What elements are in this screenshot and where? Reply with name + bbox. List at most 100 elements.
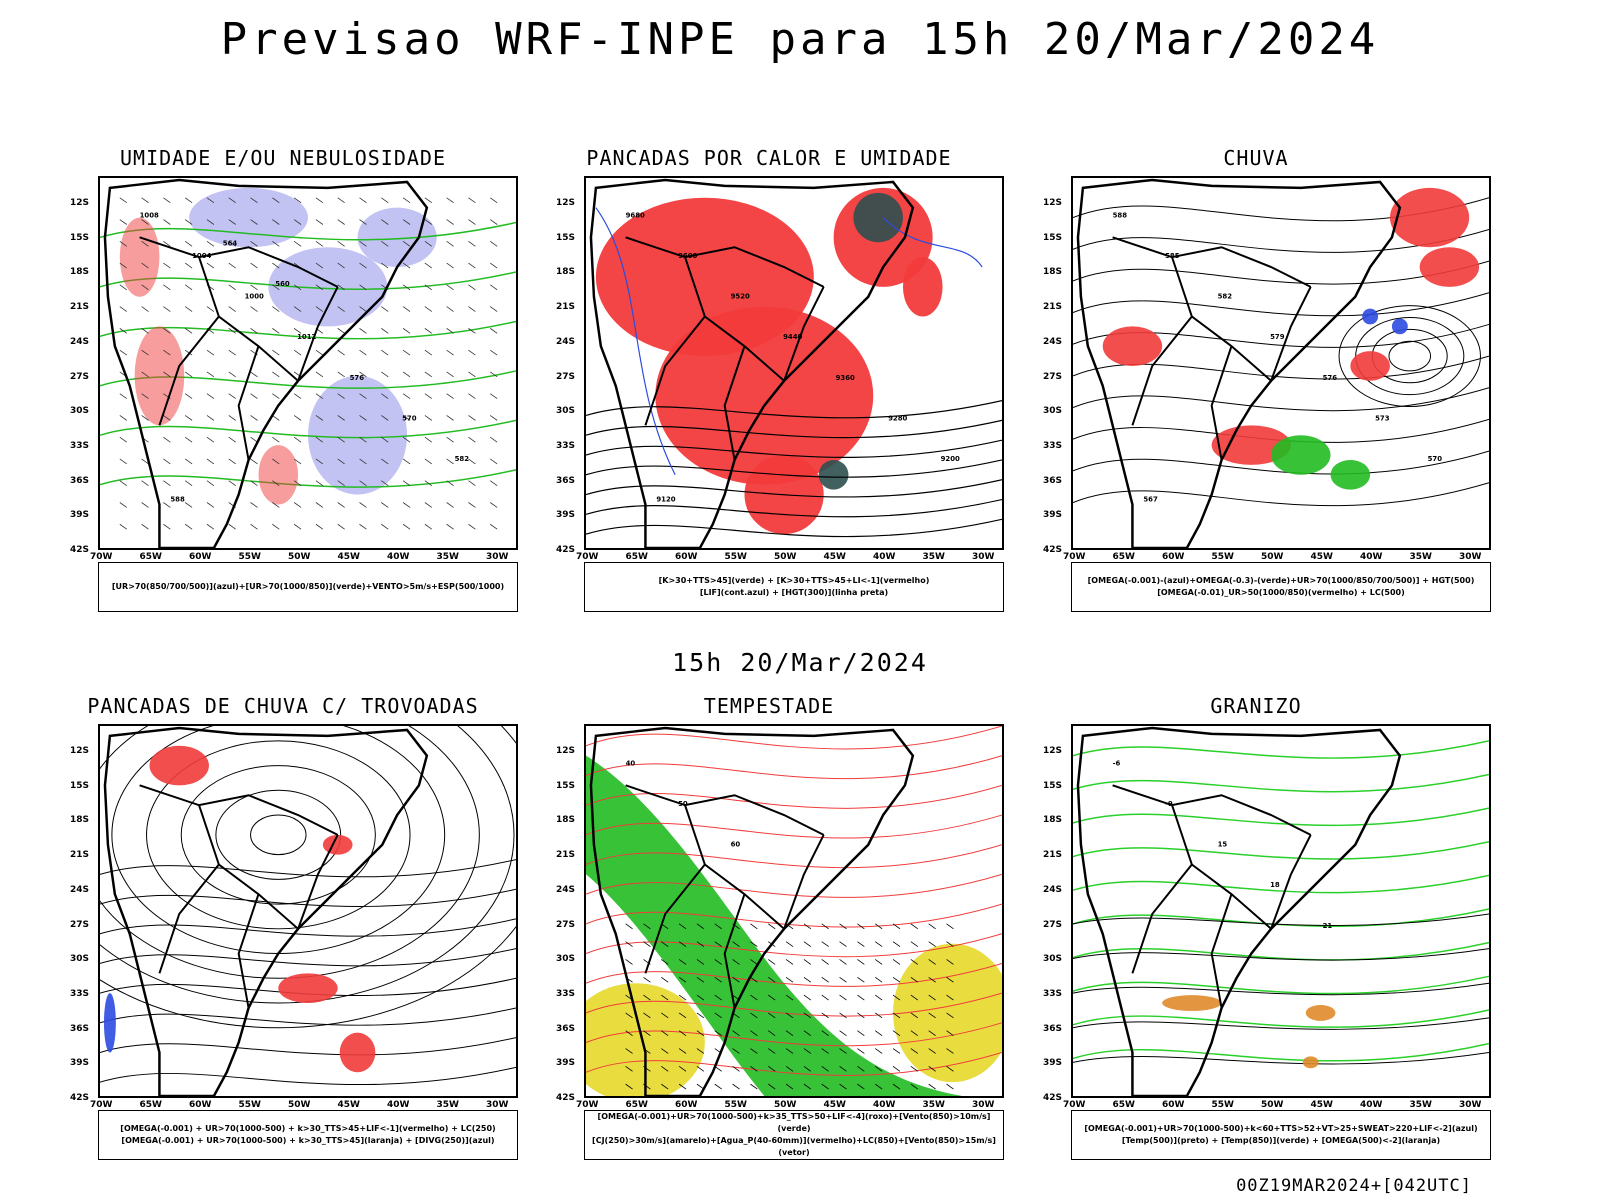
contour-label: 9120 xyxy=(656,496,675,504)
lat-tick-label: 18S xyxy=(1043,267,1063,278)
contour-label: 9360 xyxy=(836,374,855,382)
lon-tick-label: 60W xyxy=(189,552,212,562)
lon-tick-label: 50W xyxy=(1261,1100,1284,1110)
lon-tick-label: 55W xyxy=(724,552,747,562)
lon-tick-label: 50W xyxy=(774,552,797,562)
contour-label: 579 xyxy=(1270,333,1285,341)
lat-tick-label: 27S xyxy=(556,371,576,382)
lat-tick-label: 39S xyxy=(70,1058,90,1069)
lat-tick-label: 42S xyxy=(556,1093,576,1103)
lat-tick-label: 12S xyxy=(1043,746,1063,756)
map-panel: PANCADAS DE CHUVA C/ TROVOADAS 12S 15S 18S… xyxy=(48,694,518,1194)
lat-tick-label: 39S xyxy=(1043,510,1063,521)
lat-tick-label: 15S xyxy=(70,780,90,791)
lon-tick-label: 30W xyxy=(972,1100,995,1110)
lat-tick-label: 27S xyxy=(556,919,576,930)
coastline xyxy=(103,726,429,1096)
map-panel: CHUVA 588 585 582 579 576 573 570 567 12S 15S 18S… xyxy=(1021,146,1491,646)
legend-line: [LIF](cont.azul) + [HGT(300)](linha pret… xyxy=(699,588,889,597)
contour-label: 60 xyxy=(731,841,741,849)
contour-label: 1008 xyxy=(140,212,159,220)
lat-tick-label: 12S xyxy=(70,746,90,756)
lon-tick-label: 40W xyxy=(387,552,410,562)
lat-tick-label: 18S xyxy=(556,815,576,826)
page-subtitle: 15h 20/Mar/2024 xyxy=(672,648,928,677)
lat-tick-label: 21S xyxy=(556,850,576,861)
legend-line: [OMEGA(-0.001) + UR>70(1000-500) + k>30_… xyxy=(120,1124,496,1133)
lat-tick-label: 33S xyxy=(556,988,576,999)
lon-tick-label: 40W xyxy=(1360,1100,1383,1110)
lon-tick-label: 70W xyxy=(1063,1100,1086,1110)
lon-tick-label: 40W xyxy=(873,552,896,562)
run-timestamp: 00Z19MAR2024+[042UTC] xyxy=(1236,1176,1472,1196)
legend-line: [K>30+TTS>45](verde) + [K>30+TTS>45+LI<-… xyxy=(658,576,930,585)
lat-tick-label: 33S xyxy=(1043,440,1063,451)
contour-label: 576 xyxy=(350,374,365,382)
coastline xyxy=(589,178,915,548)
lat-tick-label: 15S xyxy=(70,232,90,243)
lon-tick-label: 70W xyxy=(90,552,113,562)
legend-line: [OMEGA(-0.01)_UR>50(1000/850)(vermelho) … xyxy=(1157,588,1405,597)
lon-tick-label: 55W xyxy=(238,1100,261,1110)
lat-tick-label: 30S xyxy=(556,406,576,417)
lat-tick-label: 30S xyxy=(1043,954,1063,965)
lon-tick-label: 60W xyxy=(675,552,698,562)
lat-tick-label: 12S xyxy=(556,198,576,208)
lat-tick-label: 24S xyxy=(556,884,576,895)
map-panel: TEMPESTADE 40 50 60 12S 15S 18S 21S 24S 27S 30S 3… xyxy=(534,694,1004,1194)
lat-tick-label: 18S xyxy=(70,267,90,278)
lon-tick-label: 70W xyxy=(1063,552,1086,562)
contour-label: 570 xyxy=(1428,455,1443,463)
lon-tick-label: 60W xyxy=(1162,552,1185,562)
lon-tick-label: 65W xyxy=(625,552,648,562)
contour-label: -6 xyxy=(1113,760,1121,768)
lat-tick-label: 15S xyxy=(1043,232,1063,243)
map-graphics: 1008 1004 1000 1012 576 570 582 588 564 560 xyxy=(100,178,516,548)
contour-label: 9600 xyxy=(678,252,697,260)
lon-tick-label: 45W xyxy=(1310,552,1333,562)
lat-tick-label: 36S xyxy=(70,475,90,486)
lon-tick-label: 70W xyxy=(576,552,599,562)
lat-tick-label: 33S xyxy=(70,988,90,999)
lat-tick-label: 18S xyxy=(1043,815,1063,826)
lon-tick-label: 35W xyxy=(436,552,459,562)
map-graphics: -6 -9 15 18 21 xyxy=(1073,726,1489,1096)
lon-tick-label: 35W xyxy=(922,552,945,562)
map-graphics xyxy=(100,726,516,1096)
lon-tick-label: 65W xyxy=(139,1100,162,1110)
contour-label: 9520 xyxy=(731,293,750,301)
country-borders xyxy=(625,784,825,1009)
lon-tick-label: 45W xyxy=(823,1100,846,1110)
lat-tick-label: 36S xyxy=(1043,475,1063,486)
lon-tick-label: 30W xyxy=(486,1100,509,1110)
lat-tick-label: 12S xyxy=(556,746,576,756)
panel-title: GRANIZO xyxy=(1210,694,1302,718)
panel-legend: [OMEGA(-0.001)+UR>70(1000-500)+k<60+TTS>… xyxy=(1071,1110,1491,1160)
lat-tick-label: 24S xyxy=(70,336,90,347)
lat-tick-label: 24S xyxy=(1043,336,1063,347)
map-panel: GRANIZO -6 -9 15 18 21 12S 15S 18S 21S 24S 27S 30S… xyxy=(1021,694,1491,1194)
lon-tick-label: 35W xyxy=(922,1100,945,1110)
contour-label: 50 xyxy=(678,800,688,808)
lon-tick-label: 35W xyxy=(1409,1100,1432,1110)
country-borders xyxy=(1112,784,1312,1009)
contour-label: 9280 xyxy=(888,414,907,422)
panel-legend: [UR>70(850/700/500)](azul)+[UR>70(1000/8… xyxy=(98,562,518,612)
panel-legend: [OMEGA(-0.001)+UR>70(1000-500)+k>35_TTS>… xyxy=(584,1110,1004,1160)
lon-tick-label: 65W xyxy=(1112,552,1135,562)
forecast-map xyxy=(98,724,518,1098)
panel-title: PANCADAS DE CHUVA C/ TROVOADAS xyxy=(87,694,479,718)
country-borders xyxy=(625,236,825,461)
lat-tick-label: 42S xyxy=(1043,1093,1063,1103)
legend-line: [Temp(500)](preto) + [Temp(850)](verde) … xyxy=(1121,1136,1441,1145)
panel-title: CHUVA xyxy=(1223,146,1289,170)
lon-tick-label: 30W xyxy=(1459,1100,1482,1110)
country-borders xyxy=(139,236,339,461)
country-borders xyxy=(1112,236,1312,461)
contour-label: 576 xyxy=(1323,374,1338,382)
contour-label: 570 xyxy=(402,414,417,422)
lat-tick-label: 15S xyxy=(1043,780,1063,791)
lon-tick-label: 55W xyxy=(724,1100,747,1110)
lat-tick-label: 42S xyxy=(1043,545,1063,555)
coastline xyxy=(103,178,429,548)
